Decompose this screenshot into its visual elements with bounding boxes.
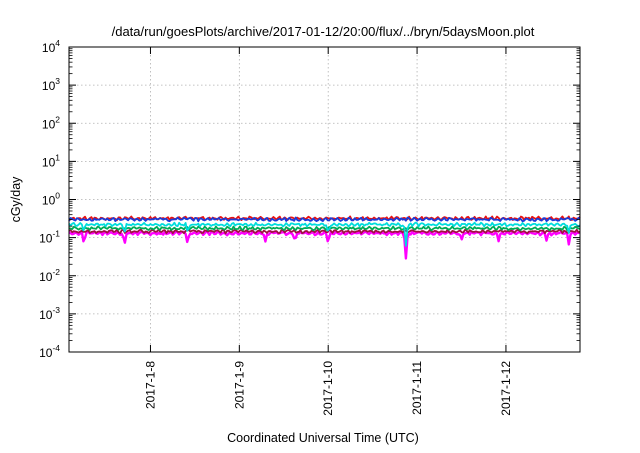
series-line-3 [68,225,581,232]
y-tick-label: 104 [42,38,60,55]
y-tick-label: 101 [42,152,60,169]
x-tick-label: 2017-1-10 [321,361,335,416]
series-line-2 [68,228,581,235]
x-tick-label: 2017-1-9 [232,361,246,409]
series-layer [68,215,581,260]
series-line-6 [68,216,581,223]
y-tick-label: 10-1 [39,229,60,246]
y-tick-label: 102 [42,114,60,131]
chart-title: /data/run/goesPlots/archive/2017-01-12/2… [112,24,535,39]
x-tick-label: 2017-1-11 [410,361,424,415]
series-line-1 [68,230,581,260]
y-tick-label: 103 [42,76,60,93]
y-tick-label: 10-2 [39,267,60,284]
x-tick-labels: 2017-1-8 2017-1-9 2017-1-10 2017-1-11 2017-1… [143,361,512,416]
y-axis-label: cGy/day [9,176,23,223]
y-tick-label: 10-4 [39,343,60,360]
x-tick-label: 2017-1-12 [499,361,513,416]
axis-ticks [69,46,580,353]
x-axis-label: Coordinated Universal Time (UTC) [227,431,419,445]
y-tick-label: 100 [42,191,60,208]
y-tick-labels: 10-4 10-3 10-2 10-1 100 101 102 103 104 [39,38,60,360]
y-tick-label: 10-3 [39,305,60,322]
series-line-4 [68,221,581,247]
grid [69,47,580,352]
x-tick-label: 2017-1-8 [143,361,157,409]
